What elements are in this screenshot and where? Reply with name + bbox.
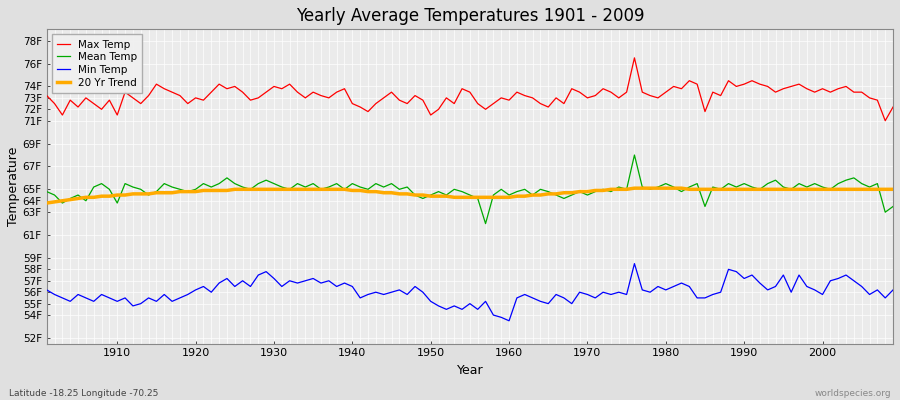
Mean Temp <box>104 187 115 192</box>
Title: Yearly Average Temperatures 1901 - 2009: Yearly Average Temperatures 1901 - 2009 <box>295 7 644 25</box>
Min Temp <box>504 318 515 323</box>
Line: Mean Temp: Mean Temp <box>47 155 893 224</box>
20 Yr Trend <box>496 195 507 200</box>
20 Yr Trend <box>504 195 515 200</box>
20 Yr Trend <box>41 201 52 206</box>
Min Temp <box>887 288 898 292</box>
20 Yr Trend <box>104 194 115 198</box>
Max Temp <box>504 98 515 102</box>
Max Temp <box>276 86 287 91</box>
Legend: Max Temp, Mean Temp, Min Temp, 20 Yr Trend: Max Temp, Mean Temp, Min Temp, 20 Yr Tre… <box>52 34 142 93</box>
Text: Latitude -18.25 Longitude -70.25: Latitude -18.25 Longitude -70.25 <box>9 389 158 398</box>
Max Temp <box>104 98 115 102</box>
Min Temp <box>496 315 507 320</box>
Text: worldspecies.org: worldspecies.org <box>814 389 891 398</box>
Max Temp <box>496 96 507 100</box>
20 Yr Trend <box>598 188 608 193</box>
Max Temp <box>41 93 52 98</box>
Mean Temp <box>629 153 640 158</box>
Mean Temp <box>606 189 616 194</box>
Max Temp <box>598 86 608 91</box>
Min Temp <box>323 278 334 283</box>
Min Temp <box>276 284 287 289</box>
Min Temp <box>511 296 522 300</box>
Line: 20 Yr Trend: 20 Yr Trend <box>47 188 893 203</box>
Line: Min Temp: Min Temp <box>47 264 893 321</box>
Y-axis label: Temperature: Temperature <box>7 147 20 226</box>
Mean Temp <box>323 185 334 190</box>
Min Temp <box>41 288 52 292</box>
Max Temp <box>629 56 640 60</box>
Mean Temp <box>887 204 898 209</box>
Min Temp <box>104 296 115 300</box>
Mean Temp <box>511 189 522 194</box>
Mean Temp <box>481 221 491 226</box>
Max Temp <box>323 96 334 100</box>
Mean Temp <box>41 189 52 194</box>
20 Yr Trend <box>629 186 640 190</box>
Min Temp <box>606 292 616 297</box>
Mean Temp <box>504 193 515 198</box>
20 Yr Trend <box>887 187 898 192</box>
Max Temp <box>880 118 891 123</box>
Min Temp <box>629 261 640 266</box>
Max Temp <box>887 105 898 110</box>
Line: Max Temp: Max Temp <box>47 58 893 121</box>
20 Yr Trend <box>323 187 334 192</box>
Mean Temp <box>276 185 287 190</box>
X-axis label: Year: Year <box>456 364 483 377</box>
20 Yr Trend <box>276 187 287 192</box>
